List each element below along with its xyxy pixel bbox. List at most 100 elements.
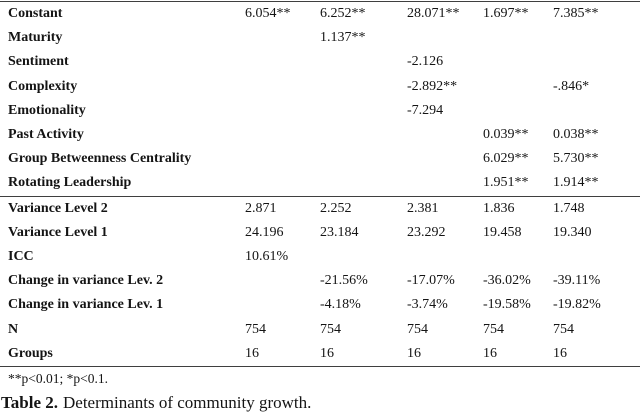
value-cell: 1.951**: [483, 175, 529, 191]
value-cell: [407, 171, 483, 196]
value-cell: 24.196: [245, 224, 284, 240]
value-cell: -4.18%: [320, 297, 361, 313]
value-cell: 23.292: [407, 224, 446, 240]
value-cell: [553, 245, 640, 269]
value-cell: [320, 171, 407, 196]
value-cell: -.846*: [553, 78, 590, 94]
value-cell: 19.340: [553, 224, 592, 240]
value-cell: 1.836: [483, 200, 515, 216]
row-label: Groups: [8, 345, 53, 361]
table-row-change-variance-lev-1: Change in variance Lev. 1 -4.18% -3.74% …: [0, 293, 640, 317]
row-label: Constant: [8, 6, 63, 21]
value-cell: [245, 26, 320, 50]
value-cell: [483, 245, 553, 269]
value-cell: -7.294: [407, 102, 444, 118]
value-cell: 7.385**: [553, 6, 599, 21]
value-cell: 754: [320, 321, 341, 337]
value-cell: 2.252: [320, 200, 352, 216]
value-cell: 1.697**: [483, 6, 529, 21]
table-caption: Table 2. Determinants of community growth…: [1, 393, 640, 413]
value-cell: 16: [407, 345, 421, 361]
table-row-group-betweenness-centrality: Group Betweenness Centrality 6.029** 5.7…: [0, 147, 640, 171]
value-cell: 6.054**: [245, 6, 291, 21]
row-label: Variance Level 2: [8, 200, 108, 216]
value-cell: [245, 269, 320, 293]
coefficients-section: Constant 6.054** 6.252** 28.071** 1.697*…: [0, 2, 640, 197]
value-cell: 0.038**: [553, 127, 599, 143]
row-label: Change in variance Lev. 2: [8, 273, 164, 289]
value-cell: 10.61%: [245, 249, 289, 265]
table-row-constant: Constant 6.054** 6.252** 28.071** 1.697*…: [0, 2, 640, 27]
row-label: Emotionality: [8, 102, 86, 118]
table-row-complexity: Complexity -2.892** -.846*: [0, 75, 640, 99]
value-cell: [320, 75, 407, 99]
row-label: Sentiment: [8, 54, 69, 70]
value-cell: 16: [483, 345, 497, 361]
significance-footnote: **p<0.01; *p<0.1.: [8, 371, 108, 387]
value-cell: -19.58%: [483, 297, 531, 313]
row-label: Maturity: [8, 30, 63, 46]
value-cell: [320, 123, 407, 147]
value-cell: 754: [553, 321, 574, 337]
value-cell: 1.137**: [320, 30, 366, 46]
row-label: Past Activity: [8, 127, 84, 143]
table-caption-text: Determinants of community growth.: [63, 393, 312, 413]
row-label: Rotating Leadership: [8, 175, 132, 191]
value-cell: [245, 75, 320, 99]
value-cell: 5.730**: [553, 151, 599, 167]
value-cell: [553, 99, 640, 123]
value-cell: [320, 245, 407, 269]
value-cell: 6.029**: [483, 151, 529, 167]
value-cell: [483, 50, 553, 74]
table-caption-label: Table 2.: [1, 393, 59, 413]
table-row-variance-level-1: Variance Level 1 24.196 23.184 23.292 19…: [0, 221, 640, 245]
value-cell: 19.458: [483, 224, 522, 240]
table-row-rotating-leadership: Rotating Leadership 1.951** 1.914**: [0, 171, 640, 196]
value-cell: -19.82%: [553, 297, 601, 313]
row-label: Variance Level 1: [8, 224, 108, 240]
table-row-emotionality: Emotionality -7.294: [0, 99, 640, 123]
value-cell: 754: [407, 321, 428, 337]
value-cell: 0.039**: [483, 127, 529, 143]
value-cell: -17.07%: [407, 273, 455, 289]
value-cell: -36.02%: [483, 273, 531, 289]
value-cell: 2.871: [245, 200, 277, 216]
value-cell: [483, 99, 553, 123]
value-cell: [483, 26, 553, 50]
value-cell: [245, 50, 320, 74]
value-cell: [407, 26, 483, 50]
table-row-n: N 754 754 754 754 754: [0, 318, 640, 342]
value-cell: 16: [245, 345, 259, 361]
value-cell: [245, 147, 320, 171]
value-cell: 1.914**: [553, 175, 599, 191]
table-row-sentiment: Sentiment -2.126: [0, 50, 640, 74]
value-cell: [483, 75, 553, 99]
table-row-variance-level-2: Variance Level 2 2.871 2.252 2.381 1.836…: [0, 196, 640, 221]
value-cell: 1.748: [553, 200, 585, 216]
value-cell: [320, 99, 407, 123]
row-label: Complexity: [8, 78, 78, 94]
row-label: ICC: [8, 249, 34, 265]
table-row-groups: Groups 16 16 16 16 16: [0, 342, 640, 367]
value-cell: 6.252**: [320, 6, 366, 21]
value-cell: 23.184: [320, 224, 359, 240]
table-row-past-activity: Past Activity 0.039** 0.038**: [0, 123, 640, 147]
value-cell: [245, 99, 320, 123]
value-cell: [245, 171, 320, 196]
value-cell: 16: [553, 345, 567, 361]
value-cell: [245, 293, 320, 317]
value-cell: 16: [320, 345, 334, 361]
value-cell: -39.11%: [553, 273, 601, 289]
value-cell: [553, 26, 640, 50]
value-cell: [407, 147, 483, 171]
table-row-icc: ICC 10.61%: [0, 245, 640, 269]
regression-table: Constant 6.054** 6.252** 28.071** 1.697*…: [0, 1, 640, 367]
value-cell: 2.381: [407, 200, 439, 216]
value-cell: [407, 123, 483, 147]
value-cell: 28.071**: [407, 6, 460, 21]
value-cell: -2.126: [407, 54, 444, 70]
value-cell: [407, 245, 483, 269]
value-cell: [553, 50, 640, 74]
variance-section: Variance Level 2 2.871 2.252 2.381 1.836…: [0, 196, 640, 367]
value-cell: [245, 123, 320, 147]
